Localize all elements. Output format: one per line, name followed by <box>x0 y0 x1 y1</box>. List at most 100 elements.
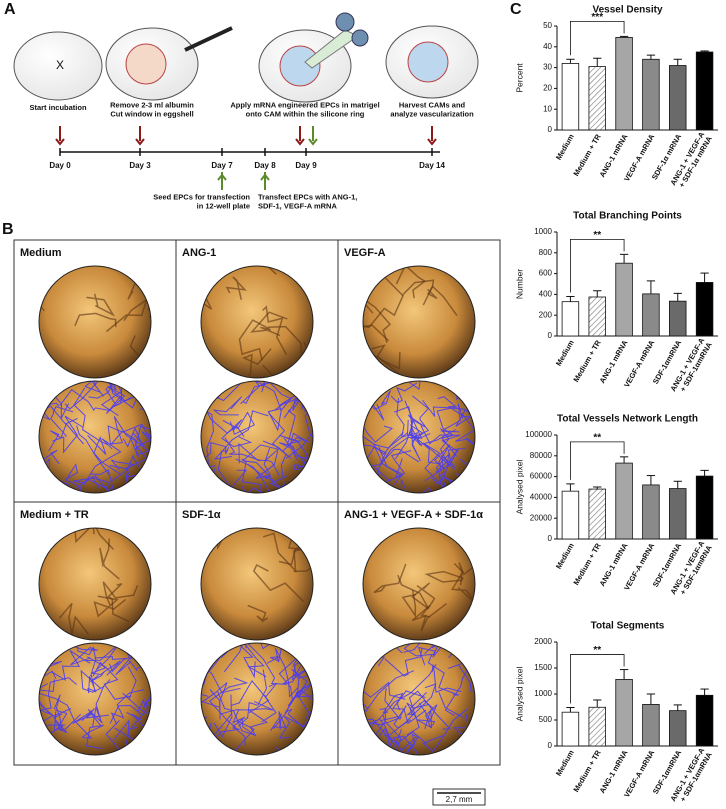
vessel-trace <box>80 669 111 693</box>
vessel <box>247 604 269 623</box>
significance-label: ** <box>593 432 601 443</box>
vessel <box>304 629 313 640</box>
y-axis-label: Percent <box>514 63 524 93</box>
vessel-trace <box>261 682 278 723</box>
vessel-trace <box>242 382 290 404</box>
x-tick-label: Medium + TR <box>571 132 603 178</box>
step-label: Harvest CAMs and analyze vascularization <box>390 101 474 119</box>
vessel-trace <box>295 680 313 732</box>
bar <box>695 694 714 747</box>
x-tick-label: Medium <box>554 748 576 777</box>
vessel-trace <box>437 396 475 418</box>
vessel-trace <box>275 648 299 698</box>
arrow-head <box>308 138 318 146</box>
arrow-head <box>427 138 437 146</box>
vessel-trace <box>431 664 462 693</box>
x-tick-label: Medium <box>554 132 576 161</box>
vessel-trace <box>371 448 420 482</box>
x-tick-label: Medium + TR <box>571 338 603 384</box>
vessel-trace <box>370 663 437 728</box>
vessel-trace <box>94 655 126 673</box>
vessel-trace <box>122 666 151 718</box>
vessel <box>90 528 125 532</box>
vessel-trace <box>73 475 108 491</box>
vessel <box>250 311 288 337</box>
vessel-trace <box>244 644 267 678</box>
x-tick-label: Medium + TR <box>571 748 603 794</box>
vessel-trace <box>201 381 214 401</box>
vessel-trace <box>363 670 415 712</box>
vessel-trace <box>39 692 93 739</box>
vessel-trace <box>81 724 104 749</box>
vessel-trace <box>241 444 280 482</box>
vessel-trace <box>92 685 105 728</box>
vessel-trace <box>122 427 151 456</box>
vessel-trace <box>76 425 110 475</box>
significance-bracket <box>570 238 625 293</box>
vessel-trace <box>150 682 151 733</box>
vessel-trace <box>450 485 475 493</box>
vessel-trace <box>209 753 247 755</box>
vessel <box>102 581 139 606</box>
vessel-trace <box>444 668 469 716</box>
vessel-trace <box>51 649 85 681</box>
x-tick-label: Medium <box>554 541 576 570</box>
vessel-trace <box>418 702 438 728</box>
vessel-trace <box>39 741 64 755</box>
day-label: Day 14 <box>419 161 445 170</box>
vessel-trace <box>115 659 146 676</box>
vessel-trace <box>113 416 146 447</box>
vessel-trace <box>377 419 422 470</box>
vessel-trace <box>436 406 458 457</box>
bar <box>615 262 633 337</box>
condition-label: ANG-1 + VEGF-A + SDF-1α <box>344 509 483 521</box>
vessel <box>397 574 430 618</box>
cell <box>351 29 369 47</box>
vessel-trace <box>363 688 369 730</box>
y-tick-label: 80000 <box>530 451 553 460</box>
vessel <box>427 285 458 317</box>
vessel-trace <box>201 690 255 736</box>
vessel-trace <box>201 643 217 654</box>
scale-box <box>432 788 486 806</box>
vessel <box>363 292 392 344</box>
step-label: Start incubation <box>29 103 87 112</box>
vessel-trace <box>440 447 466 475</box>
vessel-trace <box>41 677 77 711</box>
vessel-trace <box>409 423 457 446</box>
significance-bracket <box>570 21 625 56</box>
vessel-trace <box>91 469 133 493</box>
arrow-head <box>55 138 65 146</box>
vessel-trace <box>270 711 287 731</box>
vessel <box>363 296 390 342</box>
vessel-trace <box>363 421 394 443</box>
panel-letter: A <box>4 1 16 18</box>
vessel-trace <box>373 745 393 755</box>
cam-border <box>362 265 476 379</box>
vessel-trace <box>390 382 418 404</box>
vessel-trace <box>129 694 151 730</box>
step-label: Remove 2-3 ml albumin Cut window in eggsh… <box>110 101 194 119</box>
bar <box>561 490 580 540</box>
cam-border <box>362 642 476 756</box>
vessel <box>145 342 151 365</box>
cam-border <box>200 642 314 756</box>
vessel-trace <box>91 661 107 677</box>
cam-image <box>39 266 151 378</box>
scale-label: 2,7 mm <box>446 795 473 804</box>
vessel-trace <box>217 643 247 673</box>
vessel <box>129 335 151 378</box>
y-tick-label: 100000 <box>525 430 552 439</box>
bar <box>615 462 633 540</box>
vessel <box>74 312 117 328</box>
vessel <box>252 563 304 603</box>
vessel-trace <box>403 643 450 653</box>
y-tick-label: 0 <box>548 534 553 543</box>
cam-border <box>38 642 152 756</box>
y-axis-label: Analysed pixel <box>514 459 524 514</box>
vessel-trace <box>262 412 292 459</box>
vessel-trace <box>64 381 119 410</box>
cam-border <box>200 380 314 494</box>
vessel-trace <box>52 713 82 733</box>
vessel-trace <box>209 682 228 720</box>
